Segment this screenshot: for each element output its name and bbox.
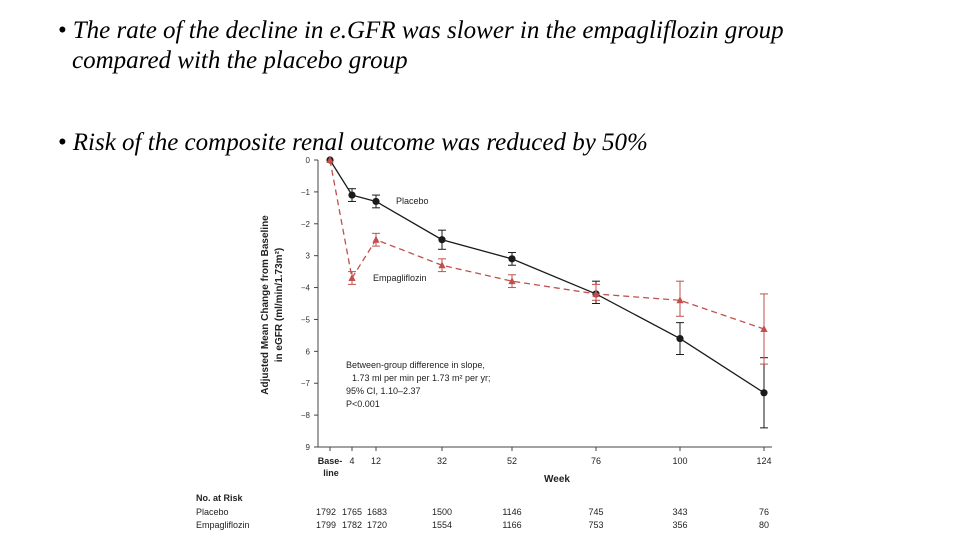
risk-value: 1799 bbox=[316, 520, 336, 530]
data-point-placebo bbox=[372, 197, 380, 206]
chart-series bbox=[326, 156, 768, 429]
risk-value: 80 bbox=[759, 520, 769, 530]
x-tick-label: 52 bbox=[507, 456, 517, 466]
data-point-empagliflozin bbox=[438, 261, 446, 269]
annotation-line3: 95% CI, 1.10–2.37 bbox=[346, 386, 421, 396]
y-tick-label: −5 bbox=[301, 315, 311, 324]
xlabel: Week bbox=[544, 474, 570, 485]
risk-value: 1720 bbox=[367, 520, 387, 530]
x-tick-label: 4 bbox=[349, 456, 354, 466]
data-point-empagliflozin bbox=[592, 289, 600, 297]
x-tick-label: 32 bbox=[437, 456, 447, 466]
risk-value: 1683 bbox=[367, 507, 387, 517]
data-point-empagliflozin bbox=[760, 325, 768, 333]
y-tick-label: 9 bbox=[306, 443, 311, 452]
data-point-empagliflozin bbox=[508, 277, 516, 285]
risk-value: 1554 bbox=[432, 520, 452, 530]
data-point-placebo bbox=[348, 191, 356, 199]
risk-value: 343 bbox=[672, 507, 687, 517]
data-point-placebo bbox=[508, 255, 516, 263]
bullet-text-line2: compared with the placebo group bbox=[72, 47, 408, 74]
bullet-decline-rate: • The rate of the decline in e.GFR was sl… bbox=[58, 16, 938, 76]
xtick-label-baseline-line2: line bbox=[323, 468, 339, 478]
risk-value: 1782 bbox=[342, 520, 362, 530]
data-point-empagliflozin bbox=[676, 296, 684, 304]
y-tick-label: 6 bbox=[306, 347, 311, 356]
risk-value: 356 bbox=[672, 520, 687, 530]
risk-value: 753 bbox=[588, 520, 603, 530]
risk-value: 1166 bbox=[502, 520, 521, 530]
risk-value: 1146 bbox=[502, 507, 521, 517]
data-point-placebo bbox=[760, 389, 768, 397]
risk-value: 1792 bbox=[316, 507, 336, 517]
y-tick-label: 3 bbox=[306, 252, 311, 261]
annotation-line4: P<0.001 bbox=[346, 399, 380, 409]
annotation-line1: Between-group difference in slope, bbox=[346, 360, 485, 370]
data-point-empagliflozin bbox=[348, 273, 356, 281]
x-tick-label: 76 bbox=[591, 456, 601, 466]
risk-value: 745 bbox=[588, 507, 603, 517]
bullet-renal-risk: • Risk of the composite renal outcome was… bbox=[58, 128, 938, 158]
y-tick-label: −2 bbox=[301, 220, 311, 229]
data-point-placebo bbox=[438, 236, 446, 244]
chart-labels: Adjusted Mean Change from Baseline in eG… bbox=[196, 196, 570, 530]
risk-value: 1765 bbox=[342, 507, 362, 517]
bullet-marker: • bbox=[58, 17, 67, 44]
data-point-empagliflozin bbox=[372, 235, 380, 243]
risk-row-label-empagliflozin: Empagliflozin bbox=[196, 520, 250, 530]
risk-table-title: No. at Risk bbox=[196, 493, 244, 503]
y-tick-label: −4 bbox=[301, 284, 311, 293]
x-tick-label: 12 bbox=[371, 456, 381, 466]
chart-axes: 0 −1 −2 3 −4 −5 6 −7 −8 9 Base- 4 12 32 52 76 100 124 bbox=[301, 156, 772, 466]
y-tick-label: −7 bbox=[301, 379, 311, 388]
data-point-placebo bbox=[676, 334, 684, 343]
y-tick-label: −8 bbox=[301, 411, 311, 420]
bullet-marker: • bbox=[58, 129, 67, 156]
x-tick-label: 100 bbox=[672, 456, 687, 466]
series-line-placebo bbox=[329, 159, 765, 394]
series-label-placebo: Placebo bbox=[396, 196, 429, 206]
series-label-empagliflozin: Empagliflozin bbox=[373, 273, 427, 283]
bullet-text-line1: The rate of the decline in e.GFR was slo… bbox=[72, 17, 784, 44]
y-tick-label: 0 bbox=[306, 156, 311, 165]
x-tick-label: Base- bbox=[318, 456, 343, 466]
risk-value: 1500 bbox=[432, 507, 452, 517]
risk-value: 76 bbox=[759, 507, 769, 517]
y-tick-label: −1 bbox=[301, 188, 311, 197]
ylabel-line2: in eGFR (ml/min/1.73m²) bbox=[274, 248, 285, 362]
risk-row-label-placebo: Placebo bbox=[196, 507, 229, 517]
series-line-empagliflozin bbox=[329, 159, 765, 330]
data-point-empagliflozin bbox=[326, 156, 334, 163]
ylabel-line1: Adjusted Mean Change from Baseline bbox=[260, 215, 271, 395]
annotation-line2: 1.73 ml per min per 1.73 m² per yr; bbox=[352, 373, 491, 383]
risk-table-values: 1792 1765 1683 1500 1146 745 343 76 1799 1782 1720… bbox=[316, 507, 769, 530]
x-tick-label: 124 bbox=[756, 456, 771, 466]
bullet-text: Risk of the composite renal outcome was … bbox=[72, 129, 648, 156]
